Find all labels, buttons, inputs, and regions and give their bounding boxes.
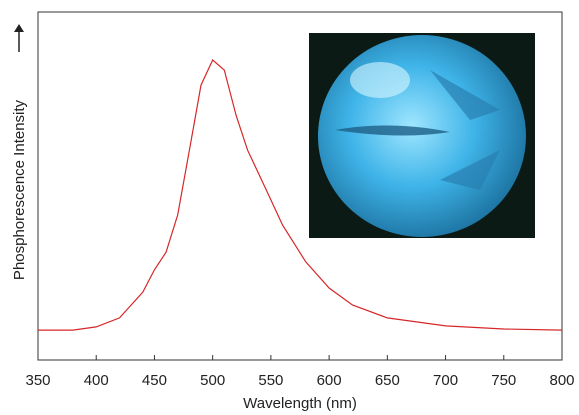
x-tick-label: 800 <box>549 372 574 389</box>
x-tick-label: 500 <box>200 372 225 389</box>
y-axis-title: Phosphorescence Intensity <box>11 99 28 280</box>
spectrum-line <box>38 59 563 331</box>
x-tick-label: 450 <box>142 372 167 389</box>
y-arrow <box>14 24 24 52</box>
x-tick-label: 350 <box>25 372 50 389</box>
x-tick-label: 750 <box>491 372 516 389</box>
x-axis-title: Wavelength (nm) <box>243 395 357 412</box>
x-tick-label: 700 <box>433 372 458 389</box>
plot-frame <box>37 11 563 361</box>
inset-photo <box>309 33 535 238</box>
x-tick-label: 400 <box>84 372 109 389</box>
x-tick-label: 600 <box>317 372 342 389</box>
x-tick-label: 650 <box>375 372 400 389</box>
x-tick-label: 550 <box>258 372 283 389</box>
